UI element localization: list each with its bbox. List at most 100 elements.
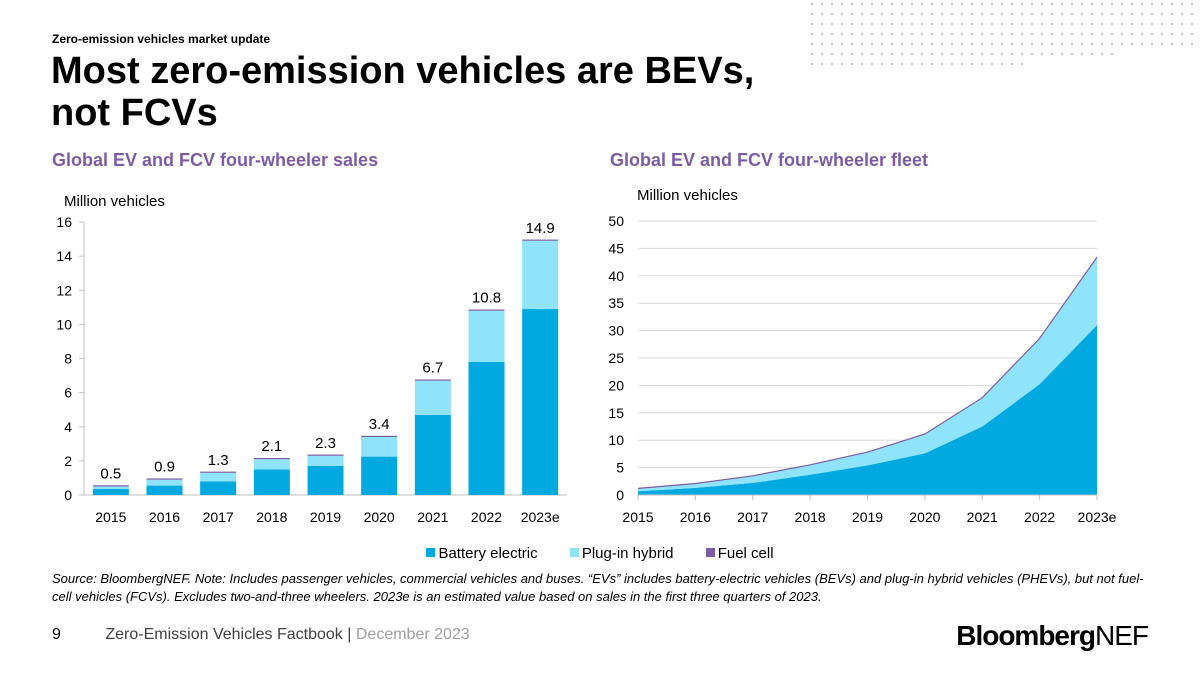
decorative-dot (851, 23, 853, 25)
decorative-dot (841, 63, 843, 65)
sales-x-tick-label: 2015 (95, 509, 126, 525)
sales-total-label-2020: 3.4 (369, 416, 390, 433)
decorative-dot (1051, 43, 1053, 45)
decorative-dot (961, 13, 963, 15)
decorative-dot (881, 13, 883, 15)
decorative-dot (1121, 3, 1123, 5)
decorative-dot (1141, 13, 1143, 15)
logo-bloomberg: Bloomberg (956, 620, 1096, 651)
decorative-dot (911, 23, 913, 25)
decorative-dot (991, 33, 993, 35)
decorative-dot (971, 13, 973, 15)
sales-bar-fuel-cell-2018 (253, 457, 290, 460)
report-date: December 2023 (355, 626, 470, 643)
decorative-dot (1011, 23, 1013, 25)
decorative-dot (891, 43, 893, 45)
decorative-dot (961, 53, 963, 55)
decorative-dot (921, 3, 923, 5)
decorative-dot (981, 33, 983, 35)
decorative-dot (931, 23, 933, 25)
decorative-dot (881, 23, 883, 25)
decorative-dot (1191, 33, 1193, 35)
decorative-dot (981, 63, 983, 65)
decorative-dot (1101, 43, 1103, 45)
decorative-dot (851, 53, 853, 55)
decorative-dot (941, 23, 943, 25)
decorative-dot (971, 63, 973, 65)
decorative-dot (911, 63, 913, 65)
decorative-dot (901, 23, 903, 25)
decorative-dot (851, 43, 853, 45)
sales-total-label-2018: 2.1 (261, 438, 282, 455)
decorative-dot (871, 63, 873, 65)
decorative-dot (1091, 3, 1093, 5)
decorative-dot (821, 23, 823, 25)
fleet-y-tick-label: 40 (608, 268, 624, 284)
decorative-dot (981, 13, 983, 15)
legend-item-battery-electric: Battery electric (426, 545, 538, 562)
sales-y-axis-label: Million vehicles (64, 193, 165, 210)
decorative-dot (1061, 43, 1063, 45)
decorative-dot (1121, 13, 1123, 15)
decorative-dot (1051, 23, 1053, 25)
sales-y-tick-label: 12 (56, 282, 72, 298)
decorative-dot (991, 43, 993, 45)
report-name: Zero-Emission Vehicles Factbook (105, 626, 343, 643)
fleet-x-tick-label: 2020 (909, 509, 940, 525)
decorative-dot (911, 13, 913, 15)
sales-x-tick-label: 2023e (521, 509, 560, 525)
decorative-dot (1011, 13, 1013, 15)
decorative-dot (891, 53, 893, 55)
decorative-dot (1191, 23, 1193, 25)
sales-bar-plug-in-hybrid-2018 (253, 459, 290, 470)
sales-y-tick-label: 2 (64, 453, 72, 469)
decorative-dot (1181, 13, 1183, 15)
sales-x-tick-label: 2022 (471, 509, 502, 525)
decorative-dot (911, 53, 913, 55)
decorative-dot (1071, 13, 1073, 15)
sales-bar-fuel-cell-2019 (307, 454, 344, 456)
decorative-dot (831, 33, 833, 35)
decorative-dot (1041, 33, 1043, 35)
sales-bar-battery-electric-2020 (361, 456, 398, 495)
decorative-dot (1001, 63, 1003, 65)
decorative-dot (891, 33, 893, 35)
decorative-dot (1061, 33, 1063, 35)
fleet-y-tick-label: 35 (608, 295, 624, 311)
fleet-area-battery-electric (638, 325, 1097, 495)
decorative-dot (871, 53, 873, 55)
decorative-dot (901, 63, 903, 65)
decorative-dot (1061, 13, 1063, 15)
sales-bar-plug-in-hybrid-2016 (146, 479, 183, 486)
decorative-dot (1011, 43, 1013, 45)
decorative-dot (981, 3, 983, 5)
fleet-x-tick-label: 2023e (1078, 509, 1117, 525)
decorative-dot (861, 23, 863, 25)
sales-bar-fuel-cell-2022 (468, 309, 505, 311)
sales-total-label-2015: 0.5 (100, 465, 121, 482)
sales-y-tick-label: 14 (56, 248, 72, 264)
decorative-dot (1181, 3, 1183, 5)
fleet-x-tick-label: 2016 (680, 509, 711, 525)
decorative-dot (1171, 23, 1173, 25)
decorative-dot (941, 33, 943, 35)
decorative-dot (901, 43, 903, 45)
decorative-dot (1041, 53, 1043, 55)
fleet-chart-title: Global EV and FCV four-wheeler fleet (610, 150, 929, 170)
decorative-dot (1021, 43, 1023, 45)
decorative-dot (871, 13, 873, 15)
sales-bar-plug-in-hybrid-2020 (361, 436, 398, 457)
decorative-dot (1081, 23, 1083, 25)
sales-bar-battery-electric-2021 (414, 414, 451, 495)
decorative-dot (1151, 43, 1153, 45)
decorative-dot (911, 33, 913, 35)
decorative-dot (1081, 3, 1083, 5)
decorative-dot (811, 3, 813, 5)
decorative-dot (991, 13, 993, 15)
decorative-dot (1151, 3, 1153, 5)
legend-swatch-fuel-cell (705, 548, 715, 558)
decorative-dot (821, 3, 823, 5)
decorative-dot (831, 63, 833, 65)
decorative-dot (961, 43, 963, 45)
decorative-dot (1191, 43, 1193, 45)
